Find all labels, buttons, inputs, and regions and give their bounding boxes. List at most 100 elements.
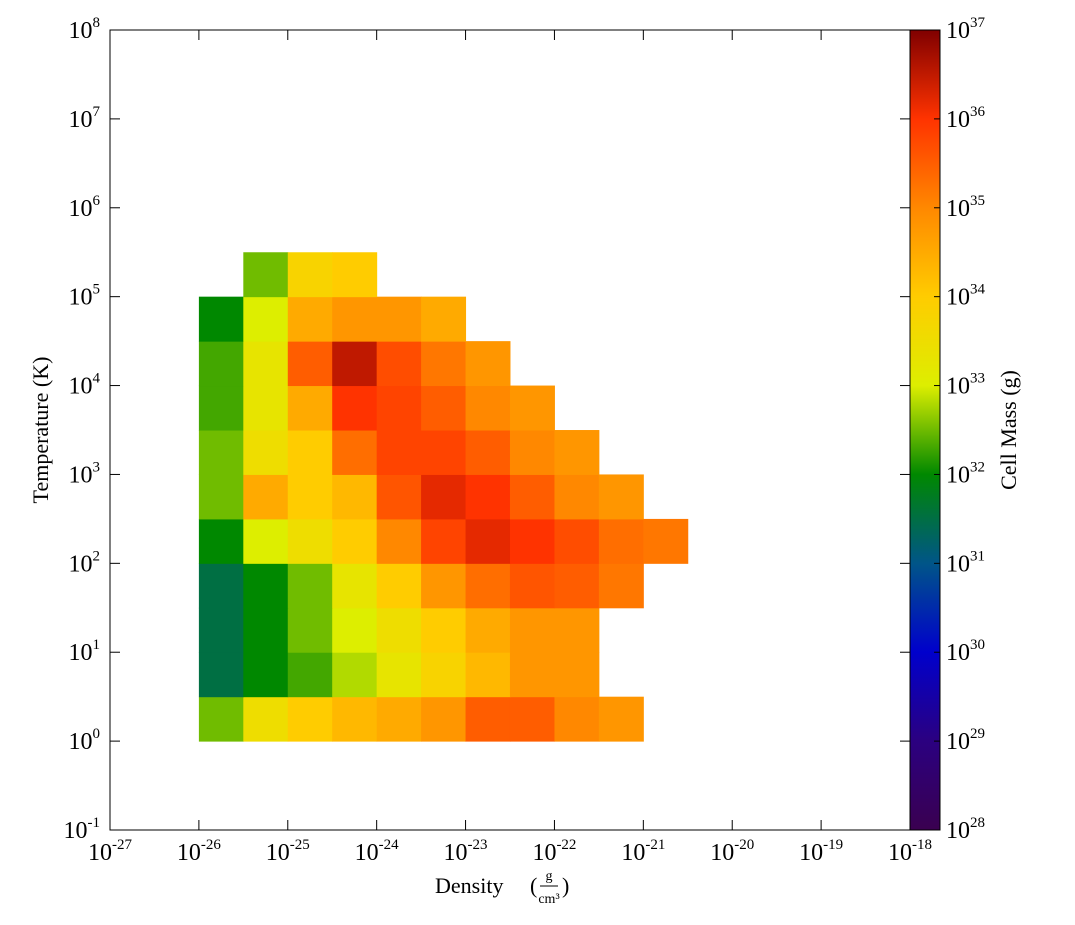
- heatmap-cell: [376, 518, 422, 564]
- heatmap-cell: [287, 385, 333, 431]
- heatmap-cell: [243, 607, 289, 653]
- heatmap-cell: [376, 296, 422, 342]
- tick-label-base: 10: [946, 196, 970, 222]
- tick-label-base: 10: [69, 196, 93, 222]
- tick-label-exponent: 7: [93, 104, 101, 120]
- heatmap-cell: [287, 341, 333, 387]
- heatmap-cell: [421, 474, 467, 520]
- x-axis-unit: ( g cm³ ): [530, 869, 569, 907]
- heatmap-cell: [332, 474, 378, 520]
- tick-label-exponent: -27: [112, 837, 132, 853]
- heatmap-cell: [198, 518, 244, 564]
- tick-label-exponent: 29: [970, 726, 985, 742]
- heatmap-cell: [554, 430, 600, 475]
- heatmap-cell: [198, 430, 244, 475]
- heatmap-cell: [287, 563, 333, 609]
- tick-label-exponent: 28: [970, 815, 985, 831]
- heatmap-cell: [465, 341, 511, 387]
- paren: (: [530, 873, 537, 898]
- y-axis-label: Temperature (K): [28, 357, 53, 504]
- heatmap-cell: [421, 696, 467, 742]
- paren: ): [562, 873, 569, 898]
- heatmap-cell: [332, 696, 378, 742]
- x-axis-label: Density: [435, 873, 503, 898]
- tick-label-base: 10: [946, 285, 970, 311]
- unit-denominator: cm³: [538, 892, 559, 907]
- tick-label-exponent: -19: [823, 837, 843, 853]
- heatmap-cell: [332, 296, 378, 342]
- heatmap-cell: [465, 696, 511, 742]
- tick-label-exponent: 31: [970, 548, 985, 564]
- heatmap-cell: [509, 563, 555, 609]
- tick-label: 1030: [946, 637, 985, 666]
- heatmap-cell: [287, 474, 333, 520]
- heatmap-cell: [421, 563, 467, 609]
- tick-label: 106: [69, 193, 101, 222]
- heatmap-cell: [332, 563, 378, 609]
- heatmap-cell: [421, 296, 467, 342]
- heatmap-cell: [465, 518, 511, 564]
- tick-label: 100: [69, 726, 101, 755]
- tick-label: 103: [69, 459, 101, 488]
- heatmap-cell: [198, 385, 244, 431]
- tick-label: 105: [69, 282, 101, 311]
- heatmap-cell: [376, 430, 422, 475]
- tick-label: 1036: [946, 104, 986, 133]
- heatmap-cell: [332, 652, 378, 698]
- tick-label-base: 10: [946, 462, 970, 488]
- heatmap-cell: [465, 652, 511, 698]
- heatmap-cell: [376, 563, 422, 609]
- colorbar: [909, 29, 941, 831]
- heatmap-cell: [509, 696, 555, 742]
- heatmap-cell: [332, 518, 378, 564]
- heatmap-cell: [509, 607, 555, 653]
- tick-label: 10-24: [355, 837, 399, 866]
- tick-label-base: 10: [946, 374, 970, 400]
- tick-label-exponent: 8: [93, 15, 101, 31]
- heatmap: [198, 252, 689, 742]
- heatmap-cell: [243, 474, 289, 520]
- tick-label-base: 10: [532, 840, 556, 866]
- tick-label-exponent: 3: [93, 459, 101, 475]
- heatmap-cell: [554, 652, 600, 698]
- tick-label-exponent: 32: [970, 459, 985, 475]
- heatmap-cell: [643, 518, 689, 564]
- tick-label-exponent: 34: [970, 282, 986, 298]
- tick-label-base: 10: [946, 551, 970, 577]
- heatmap-cell: [376, 474, 422, 520]
- tick-label-exponent: 6: [93, 193, 101, 209]
- tick-label: 10-26: [177, 837, 221, 866]
- heatmap-cell: [376, 341, 422, 387]
- heatmap-cell: [243, 430, 289, 475]
- tick-label-base: 10: [946, 18, 970, 44]
- tick-label-exponent: -18: [912, 837, 932, 853]
- heatmap-cell: [287, 430, 333, 475]
- tick-label-base: 10: [177, 840, 201, 866]
- tick-label-exponent: -20: [734, 837, 754, 853]
- tick-label: 10-27: [88, 837, 132, 866]
- tick-label-base: 10: [946, 107, 970, 133]
- tick-label-base: 10: [355, 840, 379, 866]
- heatmap-cell: [465, 430, 511, 475]
- tick-label: 1029: [946, 726, 985, 755]
- tick-label-base: 10: [69, 285, 93, 311]
- heatmap-cell: [554, 607, 600, 653]
- tick-label-exponent: -25: [290, 837, 310, 853]
- tick-label-exponent: -26: [201, 837, 221, 853]
- heatmap-cell: [509, 474, 555, 520]
- tick-label-exponent: 1: [93, 637, 101, 653]
- tick-label: 10-22: [532, 837, 576, 866]
- tick-label: 1028: [946, 815, 985, 844]
- tick-label: 10-23: [444, 837, 488, 866]
- heatmap-cell: [421, 518, 467, 564]
- heatmap-cell: [287, 607, 333, 653]
- colorbar-label: Cell Mass (g): [996, 370, 1021, 490]
- heatmap-cell: [376, 652, 422, 698]
- heatmap-cell: [465, 563, 511, 609]
- tick-label: 10-20: [710, 837, 754, 866]
- heatmap-cell: [509, 518, 555, 564]
- heatmap-cell: [376, 696, 422, 742]
- heatmap-cell: [509, 430, 555, 475]
- heatmap-cell: [332, 385, 378, 431]
- tick-label: 10-1: [64, 815, 101, 844]
